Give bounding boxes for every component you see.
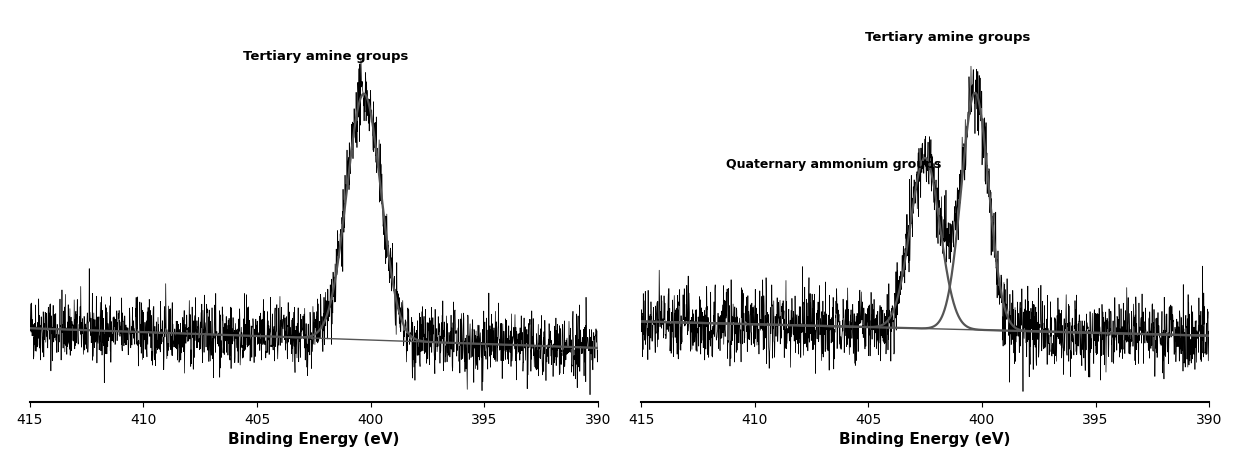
X-axis label: Binding Energy (eV): Binding Energy (eV) [228, 432, 400, 446]
Text: Quaternary ammonium groups: Quaternary ammonium groups [726, 158, 942, 171]
Text: Tertiary amine groups: Tertiary amine groups [243, 50, 408, 63]
X-axis label: Binding Energy (eV): Binding Energy (eV) [839, 432, 1011, 446]
Text: Tertiary amine groups: Tertiary amine groups [865, 31, 1031, 44]
